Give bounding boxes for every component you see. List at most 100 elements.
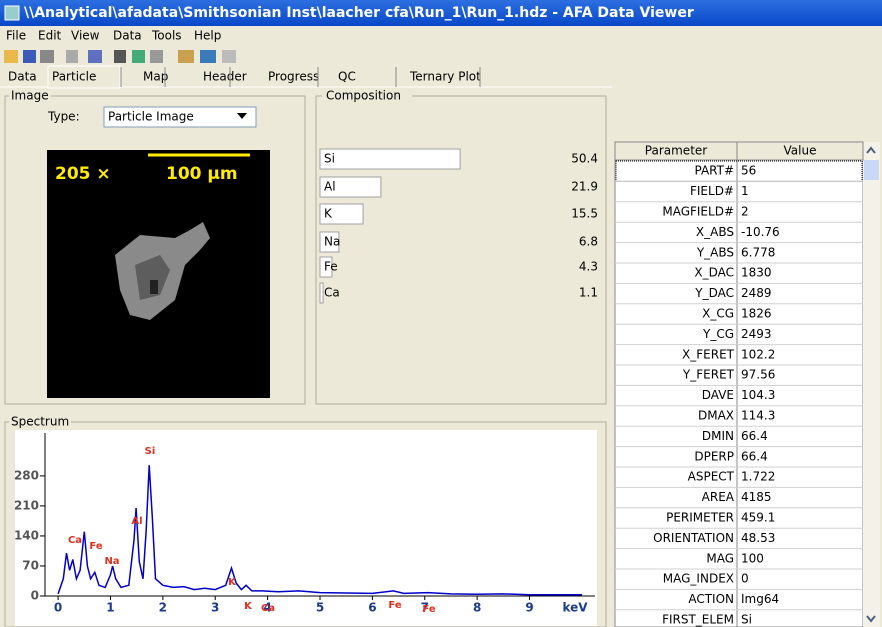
- menu-item[interactable]: Data: [113, 29, 142, 43]
- peak-label: Fe: [89, 541, 102, 552]
- magnification: 205 ×: [55, 164, 111, 184]
- element: K: [324, 207, 333, 221]
- y-tick-label: 280: [14, 468, 39, 482]
- menu-item[interactable]: View: [71, 29, 100, 43]
- x-tick-label: 8: [473, 601, 481, 615]
- composition-bar: [320, 149, 460, 169]
- icon[interactable]: [132, 50, 145, 63]
- x-tick-label: 5: [316, 601, 324, 615]
- parameter-value: 102.2: [741, 347, 775, 361]
- icon[interactable]: [40, 50, 54, 63]
- scale-label: 100 µm: [166, 164, 238, 184]
- x-tick-label: 9: [525, 601, 533, 615]
- parameter-value: Img64: [741, 592, 779, 606]
- peak-label: Ca: [261, 603, 275, 614]
- column-header: Value: [784, 144, 817, 158]
- composition-value: 6.8: [579, 235, 598, 249]
- y-tick-label: 0: [31, 589, 39, 603]
- peak-label: Na: [104, 556, 119, 567]
- table: [615, 142, 863, 627]
- icon[interactable]: [114, 50, 126, 63]
- element: Na: [324, 235, 340, 249]
- x-tick-label: 6: [368, 601, 376, 615]
- element: Si: [324, 152, 335, 166]
- parameter-value: 1.722: [741, 470, 775, 484]
- parameter-value: 4185: [741, 490, 772, 504]
- window-title: \\Analytical\afadata\Smithsonian Inst\la…: [24, 5, 694, 21]
- parameter-name: DPERP: [694, 449, 734, 463]
- peak-label: Al: [131, 516, 142, 527]
- element: Al: [324, 180, 336, 194]
- icon[interactable]: [200, 50, 216, 63]
- parameter-value: 56: [741, 164, 756, 178]
- group-label: Spectrum: [11, 415, 69, 429]
- toolbar: [4, 50, 236, 63]
- parameter-name: DMAX: [698, 409, 734, 423]
- parameter-name: X_CG: [702, 307, 734, 321]
- tab[interactable]: Progress: [268, 70, 319, 84]
- parameter-name: MAG: [706, 551, 734, 565]
- menu-item[interactable]: File: [6, 29, 26, 43]
- x-axis-label: keV: [562, 601, 588, 615]
- x-tick-label: 1: [106, 601, 114, 615]
- composition-value: 4.3: [579, 260, 598, 274]
- composition-value: 21.9: [571, 180, 598, 194]
- icon[interactable]: [23, 50, 36, 63]
- composition-value: 50.4: [571, 152, 598, 166]
- parameter-value: 104.3: [741, 388, 775, 402]
- group-box: [316, 96, 606, 404]
- icon[interactable]: [88, 50, 102, 63]
- composition-value: 15.5: [571, 207, 598, 221]
- parameter-name: Y_FERET: [682, 368, 735, 382]
- tab[interactable]: Data: [8, 70, 37, 84]
- parameter-value: 2489: [741, 286, 772, 300]
- y-tick-label: 70: [22, 558, 39, 572]
- icon[interactable]: [4, 50, 18, 63]
- peak-label: Ca: [68, 535, 82, 546]
- peak-label: Fe: [422, 604, 435, 615]
- parameter-value: 1: [741, 184, 749, 198]
- x-tick-label: 3: [211, 601, 219, 615]
- y-tick-label: 210: [14, 498, 39, 512]
- parameter-name: PERIMETER: [666, 511, 734, 525]
- parameter-name: X_ABS: [696, 225, 734, 239]
- parameter-name: X_FERET: [682, 347, 735, 361]
- parameter-name: Y_ABS: [696, 245, 734, 259]
- tab[interactable]: Particle: [52, 70, 96, 84]
- parameter-value: 48.53: [741, 531, 775, 545]
- parameter-name: ACTION: [688, 592, 734, 606]
- tab[interactable]: Ternary Plot: [409, 70, 481, 84]
- x-tick-label: 0: [54, 601, 62, 615]
- parameter-name: MAGFIELD#: [662, 205, 734, 219]
- element: Fe: [324, 260, 338, 274]
- window: \\Analytical\afadata\Smithsonian Inst\la…: [0, 0, 882, 627]
- app-icon: [5, 6, 19, 20]
- parameter-name: DMIN: [702, 429, 734, 443]
- peak-label: Si: [145, 446, 156, 457]
- icon[interactable]: [150, 50, 163, 63]
- icon[interactable]: [222, 50, 236, 63]
- composition-value: 1.1: [579, 286, 598, 300]
- peak-label: K: [228, 577, 237, 588]
- parameter-value: Si: [741, 613, 752, 627]
- x-tick-label: 2: [159, 601, 167, 615]
- parameter-value: 97.56: [741, 368, 775, 382]
- parameter-value: 459.1: [741, 511, 775, 525]
- parameter-name: FIRST_ELEM: [662, 613, 734, 627]
- tab[interactable]: Header: [203, 70, 247, 84]
- column-header: Parameter: [645, 144, 707, 158]
- parameter-value: 2493: [741, 327, 772, 341]
- type-label: Type:: [47, 110, 80, 124]
- parameter-value: 2: [741, 205, 749, 219]
- scroll-thumb[interactable]: [864, 160, 879, 180]
- tab[interactable]: QC: [338, 70, 356, 84]
- menu-item[interactable]: Help: [194, 29, 221, 43]
- scrollbar[interactable]: [863, 142, 880, 627]
- parameter-value: 100: [741, 551, 764, 565]
- icon[interactable]: [178, 50, 194, 63]
- menu-item[interactable]: Tools: [151, 29, 182, 43]
- composition-bar: [320, 283, 323, 303]
- menu-item[interactable]: Edit: [38, 29, 62, 43]
- element: Ca: [324, 286, 340, 300]
- icon[interactable]: [66, 50, 78, 63]
